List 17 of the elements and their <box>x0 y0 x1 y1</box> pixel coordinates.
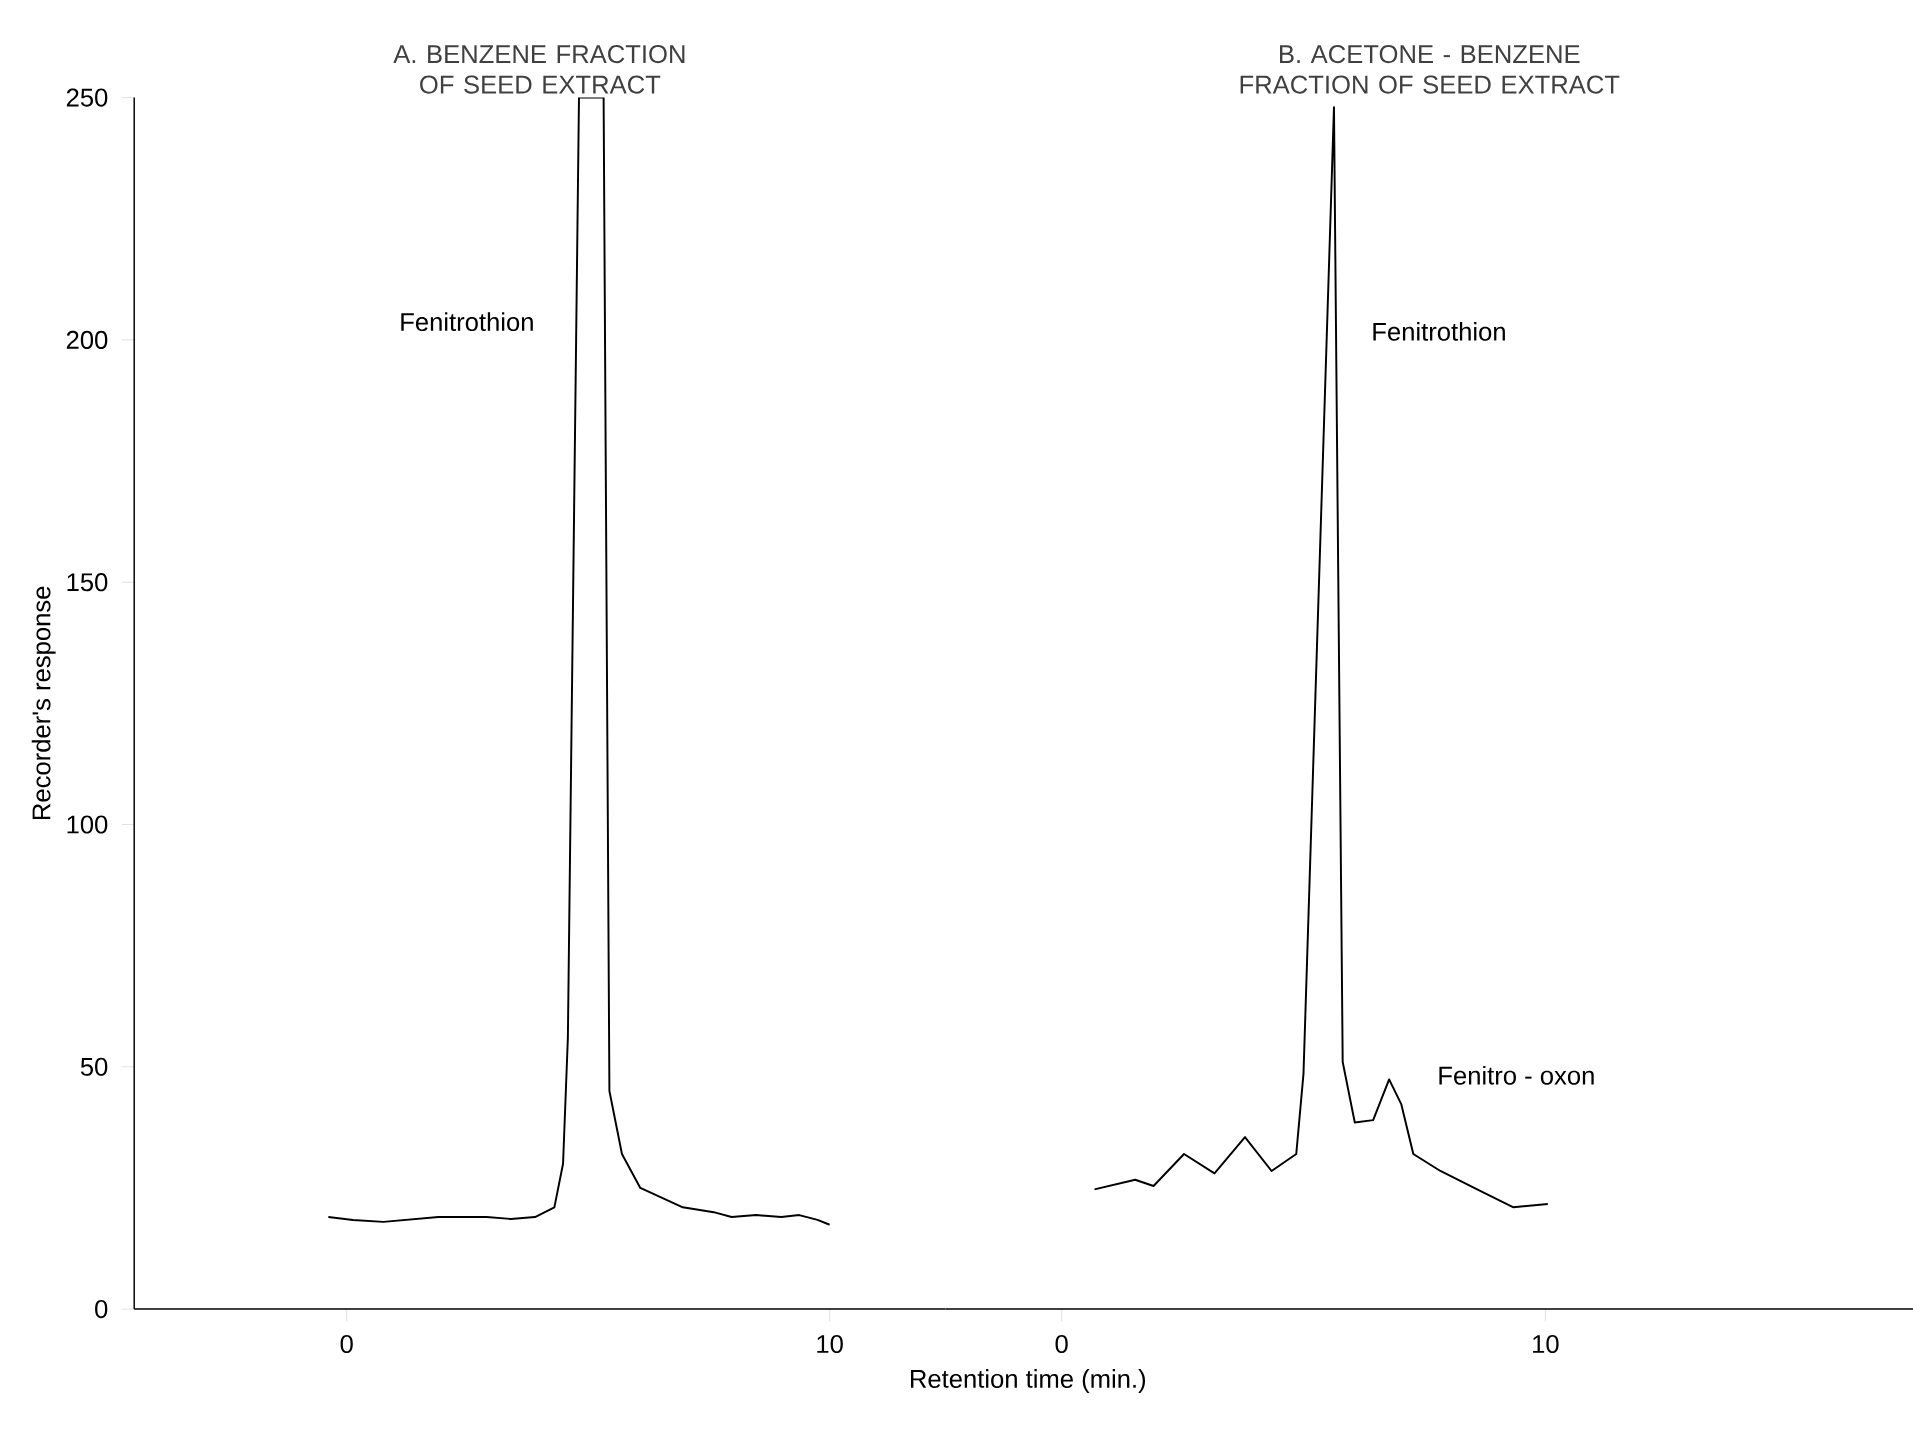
y-tick-label: 200 <box>66 330 108 349</box>
y-tick-label: 250 <box>66 88 108 107</box>
x-axis-title: Retention time (min.) <box>910 1369 1146 1393</box>
annotation: Fenitrothion <box>1373 321 1505 341</box>
x-tick-label: 10 <box>1533 1334 1559 1354</box>
x-tick-label: 10 <box>817 1334 843 1354</box>
y-tick-label: 150 <box>67 573 108 592</box>
chart-title: A. BENZENE FRACTION OF SEED EXTRACT <box>393 45 685 94</box>
y-tick-label: 0 <box>95 1299 108 1319</box>
y-axis-title: Recorder's response <box>31 586 56 819</box>
annotation: Fenitro - oxon <box>1439 1065 1594 1085</box>
x-tick-label: 0 <box>340 1334 353 1354</box>
y-tick-label: 100 <box>67 815 108 834</box>
chart-title: B. ACETONE - BENZENE FRACTION OF SEED EXTRACT <box>1240 45 1620 94</box>
x-tick-label: 0 <box>1055 1334 1068 1354</box>
y-tick-label: 50 <box>80 1057 108 1076</box>
annotation: Fenitrothion <box>401 312 533 332</box>
